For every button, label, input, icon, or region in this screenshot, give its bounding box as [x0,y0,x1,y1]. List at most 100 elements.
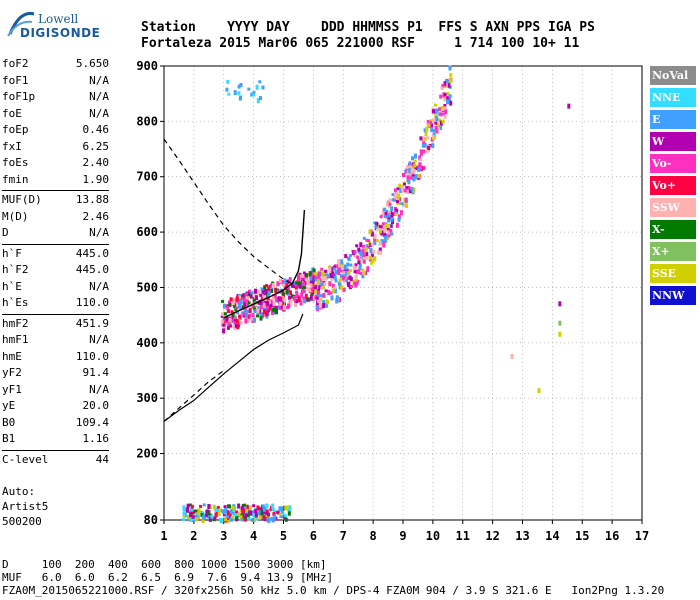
echo-point [226,79,230,84]
echo-point [331,271,335,275]
echo-point [412,167,416,173]
footer-muf-row: MUF 6.0 6.0 6.2 6.5 6.9 7.6 9.4 13.9 [MH… [2,571,334,584]
echo-point [376,250,380,255]
echo-point [397,214,401,220]
echo-point [288,505,292,511]
echo-point [340,259,344,265]
echo-point [350,285,354,288]
echo-point [330,278,334,281]
echo-point [259,315,263,321]
echo-point [432,109,436,114]
param-key: h`F2 [2,263,29,276]
echo-point [414,174,418,180]
echo-point [263,286,267,290]
echo-point [182,511,186,516]
echo-point [280,305,284,309]
echo-point [510,353,514,359]
echo-point [255,84,259,90]
param-value: 6.25 [82,139,110,153]
echo-point [245,504,249,509]
param-row: MUF(D) 13.88 [2,193,109,210]
echo-point [447,82,451,88]
echo-point [361,248,365,254]
echo-point [361,274,365,279]
echo-point [238,315,242,320]
echo-point [232,297,236,303]
echo-point [235,319,239,324]
echo-point [301,288,305,294]
echo-point [383,228,387,233]
echo-point [229,324,233,328]
echo-point [265,284,268,288]
echo-point [357,269,361,275]
legend: NoVal NNE E W Vo- Vo+ SSW X- X+ SSE NNW [650,66,696,308]
echo-point [359,271,363,275]
echo-point [446,92,450,95]
param-key: hmF1 [2,333,29,346]
echo-point [425,150,429,154]
echo-point [315,296,319,300]
echo-point [441,83,445,87]
echo-point [379,250,383,255]
echo-point [270,516,274,521]
param-value: 110.0 [75,349,109,363]
echo-point [318,285,322,290]
echo-point [186,503,190,509]
echo-point [294,303,298,307]
echo-point [331,273,335,277]
y-tick-label: 600 [136,225,158,239]
echo-point [420,152,423,156]
param-row: h`F2 445.0 [2,263,109,280]
echo-point [224,508,228,513]
echo-point [245,299,249,303]
echo-point [250,304,254,308]
echo-point [369,247,373,253]
echo-point [270,286,274,291]
echo-point [271,507,275,512]
echo-point [312,274,316,280]
echo-point [242,314,246,318]
station-header: Station YYYY DAY DDD HHMMSS P1 FFS S AXN… [141,20,595,52]
echo-point [326,274,330,279]
echo-point [375,221,379,227]
param-value: 445.0 [75,263,109,276]
echo-point [311,277,315,282]
echo-point [254,301,258,307]
echo-point [259,302,263,306]
echo-point [390,216,394,222]
echo-point [414,166,418,170]
echo-point [435,130,439,134]
echo-point [299,300,303,306]
echo-point [256,314,259,318]
echo-point [347,270,351,274]
echo-point [235,515,239,520]
echo-point [405,168,409,174]
echo-point [271,311,274,315]
echo-point [306,272,310,277]
echo-point [310,292,314,296]
echo-point [337,267,341,273]
echo-point [344,270,348,275]
echo-point [247,87,251,91]
echo-point [359,242,363,248]
echo-point [324,289,328,293]
echo-point [272,300,276,306]
param-value: 0.46 [82,123,110,136]
echo-point [286,285,290,291]
echo-point [272,283,275,288]
echo-point [269,304,273,308]
echo-point [404,197,408,203]
param-key: foE [2,106,22,120]
y-tick-label: 80 [144,513,158,527]
echo-point [391,219,394,225]
echo-point [197,511,201,516]
param-value: N/A [89,333,109,346]
echo-point [357,247,361,252]
param-row: foF1p N/A [2,90,109,107]
echo-point [278,506,282,512]
echo-point [226,321,230,325]
echo-point [225,87,229,92]
echo-point [349,269,352,273]
echo-point [391,198,395,202]
echo-point [332,284,335,289]
